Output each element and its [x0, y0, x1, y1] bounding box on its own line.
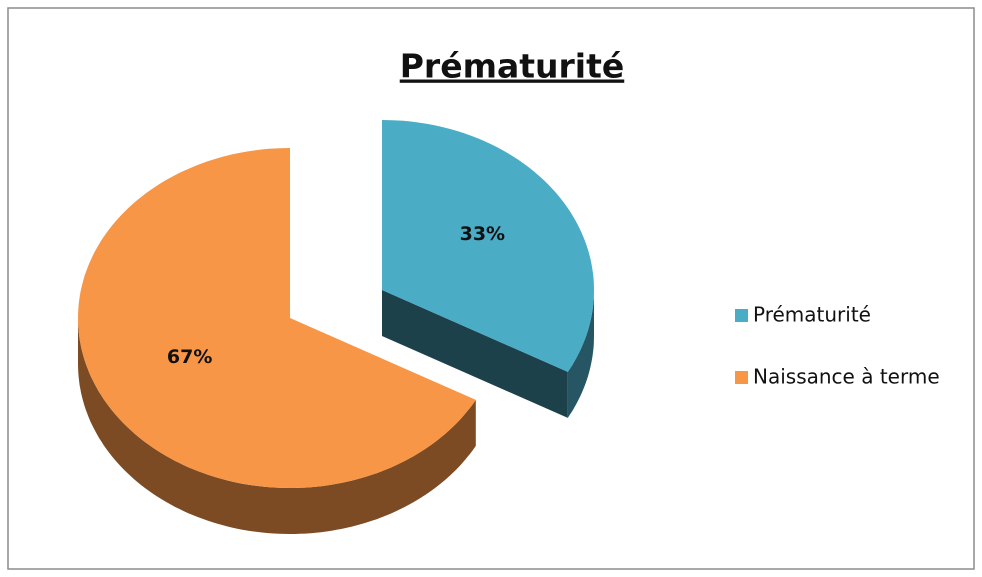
chart-title: Prématurité — [400, 47, 625, 86]
slice — [78, 148, 476, 488]
slice — [382, 120, 594, 372]
slice-side — [78, 318, 476, 534]
legend-swatch — [735, 371, 748, 384]
slice-side — [382, 290, 568, 418]
legend-swatch — [735, 309, 748, 322]
legend-label: Prématurité — [753, 303, 871, 327]
data-label: 33% — [460, 223, 505, 245]
data-label: 67% — [167, 346, 212, 368]
legend-label: Naissance à terme — [753, 365, 940, 389]
slice-side — [567, 290, 594, 418]
